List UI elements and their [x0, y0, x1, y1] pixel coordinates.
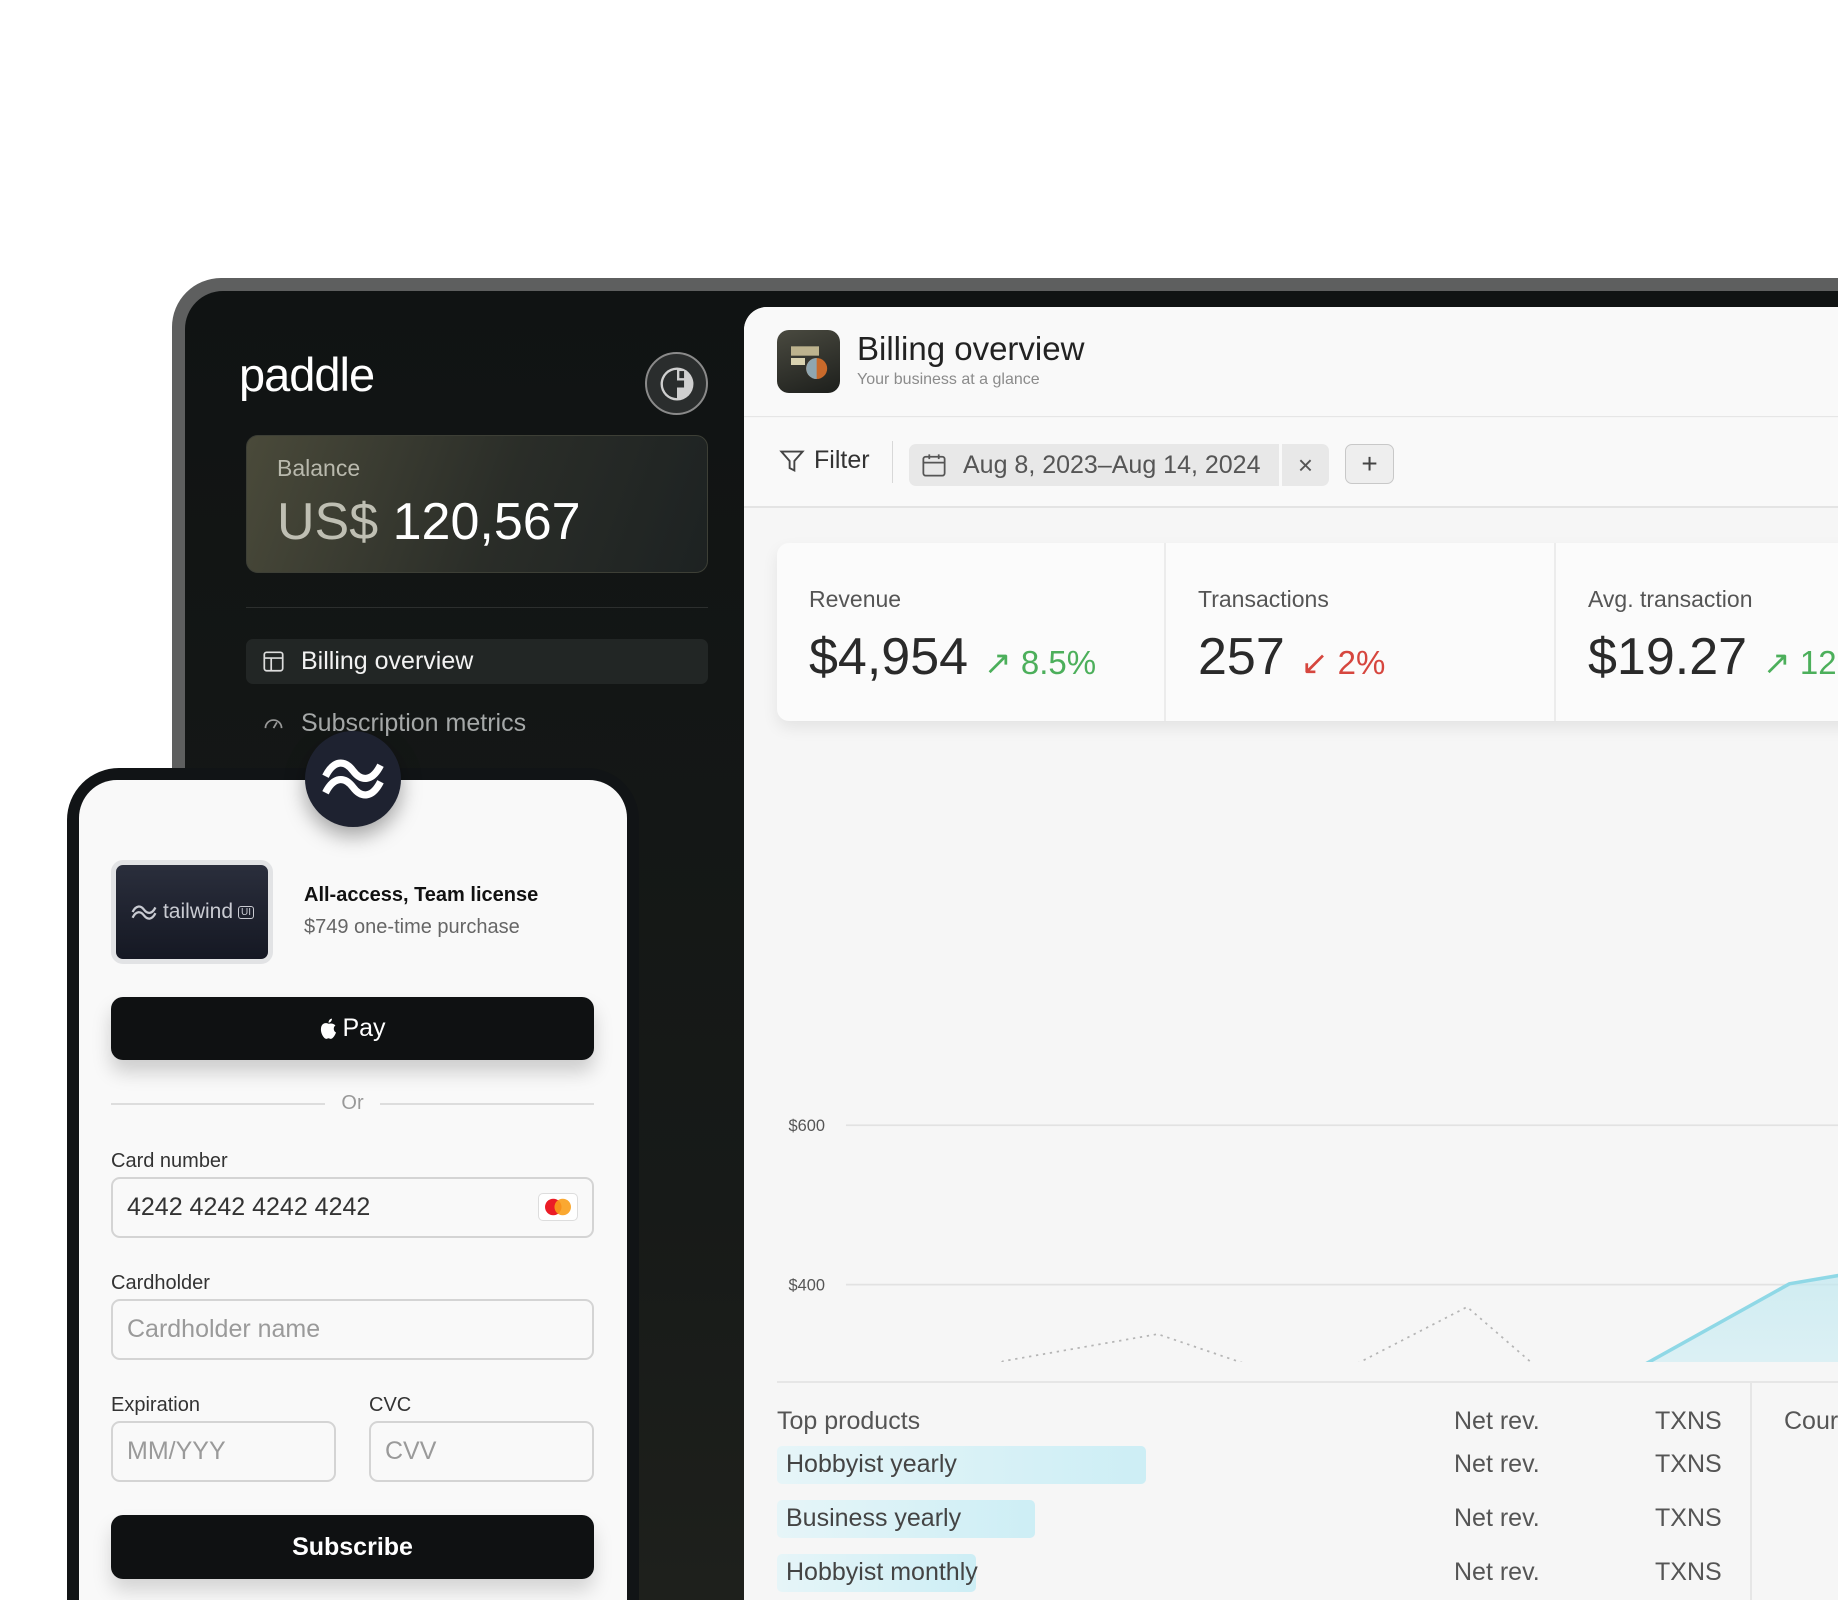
metric-label: Revenue: [809, 586, 902, 612]
product-name: Hobbyist yearly: [786, 1450, 957, 1478]
sidebar-item-billing-overview[interactable]: Billing overview: [246, 639, 708, 684]
filter-bar: Filter Aug 8, 2023–Aug 14, 2024 × +: [744, 418, 1838, 508]
page-header: Billing overview Your business at a glan…: [744, 307, 1838, 417]
y-tick-label: $400: [789, 1277, 825, 1295]
cardholder-input[interactable]: Cardholder name: [111, 1299, 594, 1360]
metric-card-transactions: Transactions 257 ↙ 2%: [1166, 543, 1556, 721]
product-image-text: tailwind: [162, 900, 234, 923]
balance-value: US$ 120,567: [277, 492, 581, 552]
calendar-icon: [922, 454, 946, 477]
funnel-icon: [779, 450, 805, 472]
brand-icon: [660, 367, 693, 400]
apple-pay-label: Pay: [342, 1014, 386, 1042]
filter-label: Filter: [814, 446, 870, 474]
metric-label: Avg. transaction: [1588, 586, 1753, 612]
expiration-placeholder: MM/YYY: [127, 1437, 226, 1465]
column-divider: [1750, 1381, 1752, 1600]
section-divider: [777, 1381, 1838, 1383]
revenue-series-line: [1645, 1273, 1838, 1362]
metric-label: Transactions: [1198, 586, 1329, 612]
product-net-rev: Net rev.: [1454, 1504, 1540, 1532]
ui-badge-icon: UI: [238, 905, 255, 919]
product-price: $749 one-time purchase: [304, 916, 520, 938]
sidebar-item-subscription-metrics[interactable]: Subscription metrics: [246, 701, 708, 746]
metric-delta-down: ↙ 2%: [1300, 644, 1386, 681]
product-txns: TXNS: [1655, 1558, 1722, 1586]
gauge-icon: [264, 719, 283, 729]
comparison-series-line: [1000, 1305, 1533, 1362]
balance-amount: 120,567: [392, 493, 581, 551]
or-divider: Or: [111, 1092, 594, 1115]
page-title: Billing overview: [857, 330, 1085, 367]
metric-card-revenue: Revenue $4,954 ↗ 8.5%: [777, 543, 1166, 721]
card-number-input[interactable]: 4242 4242 4242 4242: [111, 1177, 594, 1238]
page-subtitle: Your business at a glance: [857, 371, 1040, 388]
metric-value: $4,954: [809, 628, 969, 686]
product-net-rev: Net rev.: [1454, 1450, 1540, 1478]
revenue-chart: $600$400$200Aug 12Aug 14Aug 16: [789, 1117, 1838, 1362]
metric-card-avg-transaction: Avg. transaction $19.27 ↗ 12.: [1556, 543, 1838, 721]
balance-card: Balance US$ 120,567: [246, 435, 708, 573]
product-net-rev: Net rev.: [1454, 1558, 1540, 1586]
paddle-logo: paddle: [239, 348, 375, 401]
tailwind-icon: [322, 759, 384, 799]
or-label: Or: [341, 1092, 364, 1114]
y-tick-label: $600: [789, 1117, 825, 1135]
txns-header: TXNS: [1655, 1407, 1722, 1435]
cvc-label: CVC: [369, 1394, 412, 1416]
product-row[interactable]: Hobbyist yearly: [777, 1446, 1433, 1484]
product-name: Business yearly: [786, 1504, 962, 1532]
product-row[interactable]: Business yearly: [777, 1500, 1433, 1538]
product-row[interactable]: Hobbyist monthly: [777, 1554, 1433, 1592]
checkout-widget: tailwind UI All-access, Team license $74…: [67, 768, 639, 1600]
clear-date-button[interactable]: ×: [1282, 444, 1329, 486]
sidebar-divider: [246, 607, 708, 608]
metric-value: $19.27: [1588, 628, 1748, 686]
product-share-bar: [777, 1500, 1035, 1538]
metric-delta-up: ↗ 12.: [1763, 644, 1838, 681]
countries-header: Cour: [1784, 1407, 1838, 1435]
product-name: All-access, Team license: [304, 884, 539, 906]
add-filter-button[interactable]: +: [1345, 444, 1394, 484]
balance-currency: US$: [277, 493, 379, 551]
subscribe-button[interactable]: Subscribe: [111, 1515, 594, 1579]
cardholder-placeholder: Cardholder name: [127, 1315, 321, 1343]
product-share-bar: [777, 1554, 976, 1592]
product-image: tailwind UI: [111, 860, 273, 964]
expiration-input[interactable]: MM/YYY: [111, 1421, 336, 1482]
filter-separator: [892, 441, 893, 483]
account-avatar[interactable]: [645, 352, 708, 415]
net-rev-header: Net rev.: [1454, 1407, 1540, 1435]
sidebar-item-label: Billing overview: [301, 647, 474, 675]
cvc-placeholder: CVV: [385, 1437, 437, 1465]
product-share-bar: [777, 1446, 1146, 1484]
apple-icon: [321, 1018, 337, 1039]
metrics-row: Revenue $4,954 ↗ 8.5% Transactions 257 ↙ 2…: [777, 543, 1838, 721]
top-products-title: Top products: [777, 1407, 921, 1435]
cvc-input[interactable]: CVV: [369, 1421, 594, 1482]
metric-value: 257: [1198, 628, 1285, 686]
date-range-chip[interactable]: Aug 8, 2023–Aug 14, 2024: [909, 444, 1279, 486]
calendar-grid-icon: [263, 651, 284, 672]
product-name: Hobbyist monthly: [786, 1558, 978, 1586]
expiration-label: Expiration: [111, 1394, 200, 1416]
tailwind-icon: [131, 905, 157, 920]
date-range-value: Aug 8, 2023–Aug 14, 2024: [963, 450, 1261, 479]
tailwind-logo: [305, 731, 401, 827]
card-number-label: Card number: [111, 1150, 228, 1172]
product-txns: TXNS: [1655, 1450, 1722, 1478]
product-txns: TXNS: [1655, 1504, 1722, 1532]
apple-pay-button[interactable]: Pay: [111, 997, 594, 1060]
series-area: [1649, 1275, 1838, 1362]
balance-label: Balance: [277, 455, 361, 481]
billing-app-icon: [777, 330, 840, 393]
metric-delta-up: ↗ 8.5%: [984, 644, 1097, 681]
cardholder-label: Cardholder: [111, 1272, 210, 1294]
main-panel: Billing overview Your business at a glan…: [744, 307, 1838, 1600]
card-number-value: 4242 4242 4242 4242: [127, 1193, 371, 1221]
filter-button[interactable]: Filter: [779, 446, 870, 475]
mastercard-icon: [538, 1193, 578, 1221]
